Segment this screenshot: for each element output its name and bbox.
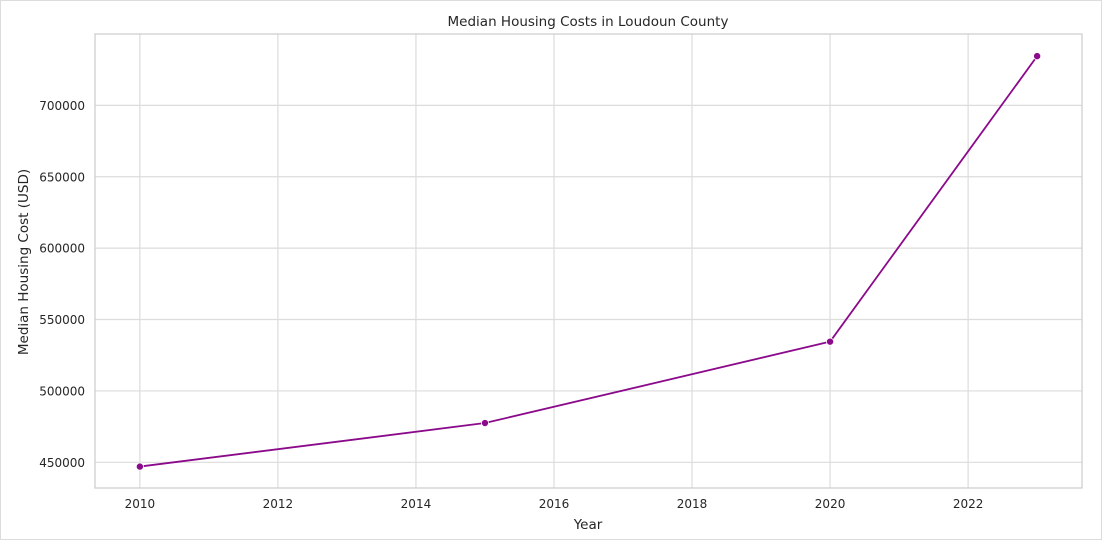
chart-title: Median Housing Costs in Loudoun County <box>448 14 729 30</box>
y-tick-label: 450000 <box>39 456 85 470</box>
y-tick-label: 500000 <box>39 384 85 398</box>
data-point <box>826 337 835 346</box>
x-tick-label: 2018 <box>677 497 708 511</box>
y-tick-label: 600000 <box>39 242 85 256</box>
x-axis-label: Year <box>573 517 603 533</box>
x-tick-label: 2020 <box>815 497 846 511</box>
y-tick-label: 550000 <box>39 313 85 327</box>
data-point <box>135 462 144 471</box>
grid-lines <box>95 34 1082 488</box>
x-tick-label: 2014 <box>401 497 432 511</box>
y-axis-label: Median Housing Cost (USD) <box>16 169 32 355</box>
y-tick-label: 700000 <box>39 99 85 113</box>
data-point <box>480 419 489 428</box>
x-tick-label: 2016 <box>539 497 570 511</box>
x-tick-label: 2022 <box>953 497 984 511</box>
x-tick-label: 2012 <box>263 497 294 511</box>
plot-area-border <box>94 33 1083 489</box>
x-tick-label: 2010 <box>125 497 156 511</box>
data-point <box>1033 52 1042 61</box>
tick-labels: 2010 2012 2014 2016 2018 2020 2022 450000 500000… <box>39 99 983 511</box>
series-layer <box>135 52 1042 471</box>
y-tick-label: 650000 <box>39 170 85 184</box>
series-line <box>139 55 1038 468</box>
